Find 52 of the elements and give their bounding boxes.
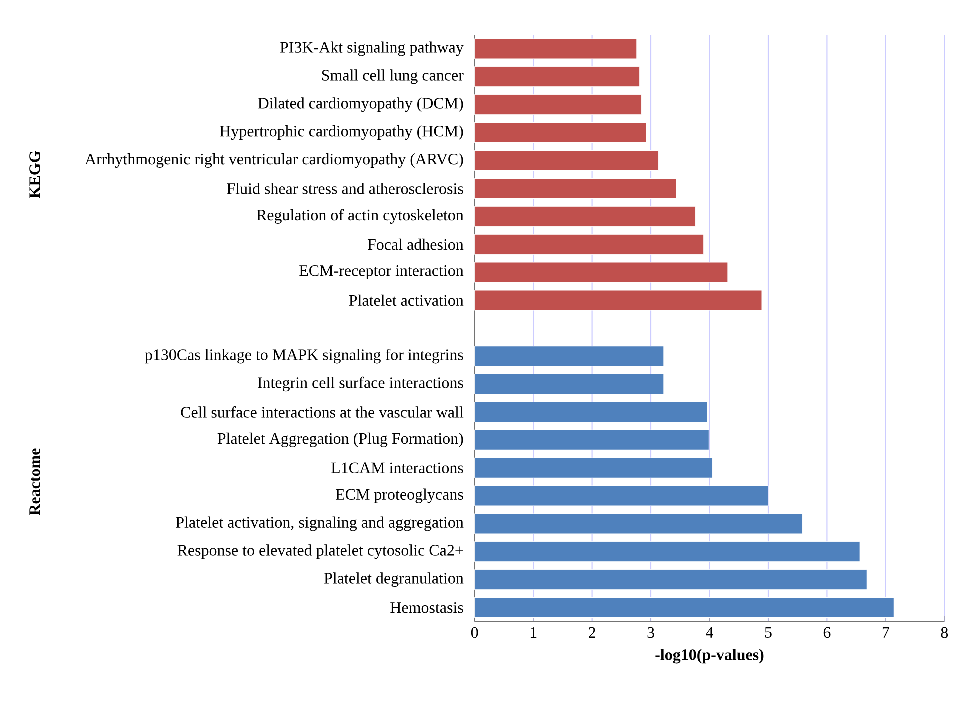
y-tick-label: Focal adhesion (368, 239, 464, 250)
y-tick-label: Integrin cell surface interactions (258, 377, 464, 392)
bar (474, 234, 704, 255)
bar (474, 598, 894, 618)
x-axis-title: -log10(p-values) (656, 649, 764, 664)
bar (474, 514, 803, 534)
bar (474, 178, 677, 200)
bar (474, 94, 642, 116)
x-tick-label: 5 (765, 628, 772, 638)
bar (474, 66, 640, 88)
x-tick-label: 2 (589, 628, 596, 638)
x-tick-label: 0 (471, 628, 478, 638)
x-tick-label: 6 (824, 628, 831, 638)
y-tick-label: L1CAM interactions (332, 462, 464, 474)
x-tick-label: 8 (941, 628, 948, 638)
y-tick-label: Cell surface interactions at the vascular wall (181, 406, 464, 418)
y-tick-label: Regulation of actin cytoskeleton (256, 209, 464, 224)
bar (474, 346, 664, 367)
y-tick-label: Platelet Aggregation (Plug Formation) (218, 433, 464, 448)
bar (474, 486, 769, 506)
text: Reactome (30, 448, 40, 516)
y-tick-label: p130Cas linkage to MAPK signaling for integrins (145, 349, 464, 364)
y-tick-label: Response to elevated platelet cytosolic Ca2+ (178, 544, 464, 560)
bar (474, 374, 664, 395)
y-tick-label: Hemostasis (390, 602, 464, 614)
y-tick-label: Small cell lung cancer (322, 70, 464, 84)
x-tick-label: 3 (648, 628, 654, 638)
bar (474, 122, 647, 144)
bar (474, 290, 762, 311)
y-tick-label: Hypertrophic cardiomyopathy (HCM) (220, 126, 464, 140)
y-tick-label: Dilated cardiomyopathy (DCM) (258, 98, 464, 112)
bar (474, 150, 659, 172)
bar (474, 262, 728, 283)
y-tick-label: PI3K-Akt signaling pathway (280, 42, 464, 56)
bar (474, 38, 638, 60)
y-tick-label: Arrhythmogenic right ventricular cardiomyopathy (ARVC) (85, 154, 464, 168)
y-tick-label: Platelet activation, signaling and aggregation (176, 516, 464, 532)
y-tick-label: Platelet degranulation (324, 572, 464, 588)
text: KEGG (30, 151, 40, 199)
bar (474, 542, 860, 562)
bar (474, 570, 868, 590)
y-tick-label: ECM proteoglycans (336, 488, 464, 504)
bar (474, 458, 713, 478)
y-tick-label: Fluid shear stress and atherosclerosis (227, 183, 464, 194)
bar (474, 206, 696, 228)
x-tick-label: 1 (530, 628, 537, 638)
bar (474, 430, 710, 451)
y-tick-label: ECM-receptor interaction (300, 266, 464, 280)
bar (474, 402, 708, 423)
x-tick-label: 4 (706, 628, 714, 638)
y-tick-label: Platelet activation (349, 294, 464, 306)
x-tick-label: 7 (882, 628, 890, 638)
